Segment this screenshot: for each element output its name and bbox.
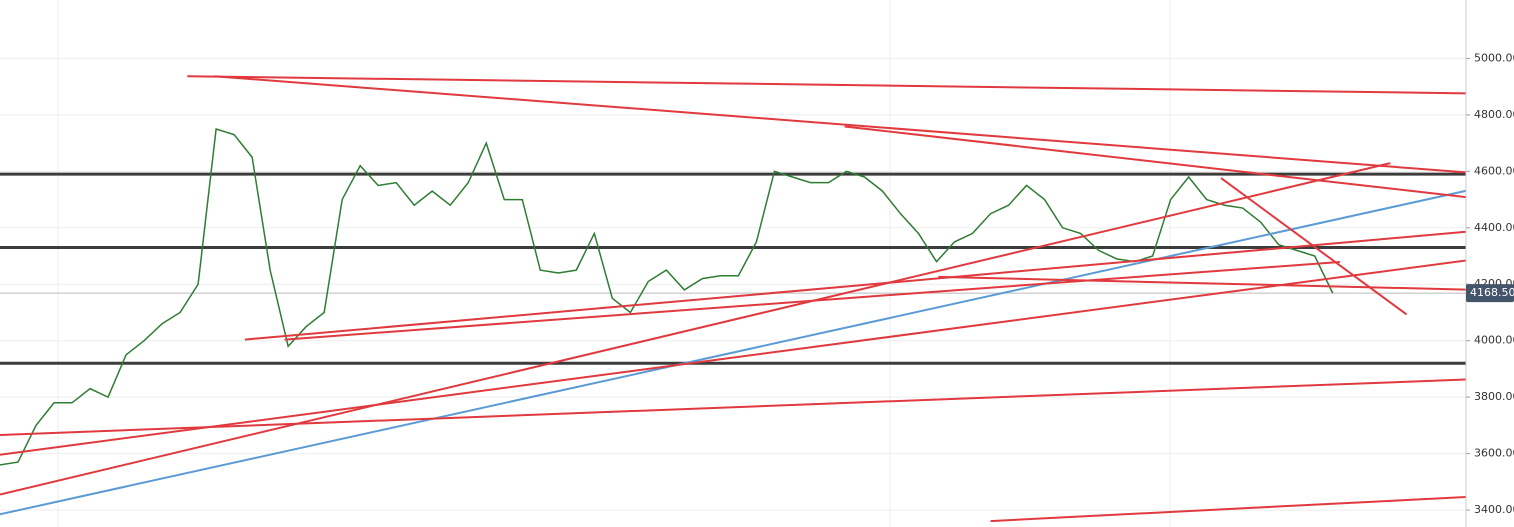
trend-line — [844, 125, 1466, 199]
trend-line — [1220, 177, 1408, 316]
trend-line — [990, 495, 1466, 523]
y-tick-label: 3600.00 — [1474, 447, 1514, 460]
trend-line — [244, 230, 1466, 341]
y-tick-label: 5000.00 — [1474, 51, 1514, 64]
y-tick-label: 4000.00 — [1474, 334, 1514, 347]
price-label: 4168.50 — [1470, 286, 1514, 299]
y-tick-label: 3800.00 — [1474, 390, 1514, 403]
trend-line — [0, 189, 1466, 516]
plot-area — [0, 57, 1466, 523]
trend-line — [0, 378, 1466, 436]
trend-line — [0, 162, 1391, 496]
y-tick-label: 3400.00 — [1474, 503, 1514, 516]
price-series — [0, 128, 1334, 466]
y-axis: 5000.004800.004600.004400.004200.004000.… — [1465, 0, 1514, 527]
price-label-box — [1466, 284, 1514, 303]
y-tick-label: 4400.00 — [1474, 221, 1514, 234]
trend-line — [0, 259, 1466, 456]
trend-line — [187, 75, 1466, 95]
trend-line — [938, 275, 1466, 291]
y-tick-label: 4600.00 — [1474, 164, 1514, 177]
y-tick-label: 4800.00 — [1474, 108, 1514, 121]
trend-line — [284, 260, 1341, 341]
trend-line — [214, 75, 1466, 174]
